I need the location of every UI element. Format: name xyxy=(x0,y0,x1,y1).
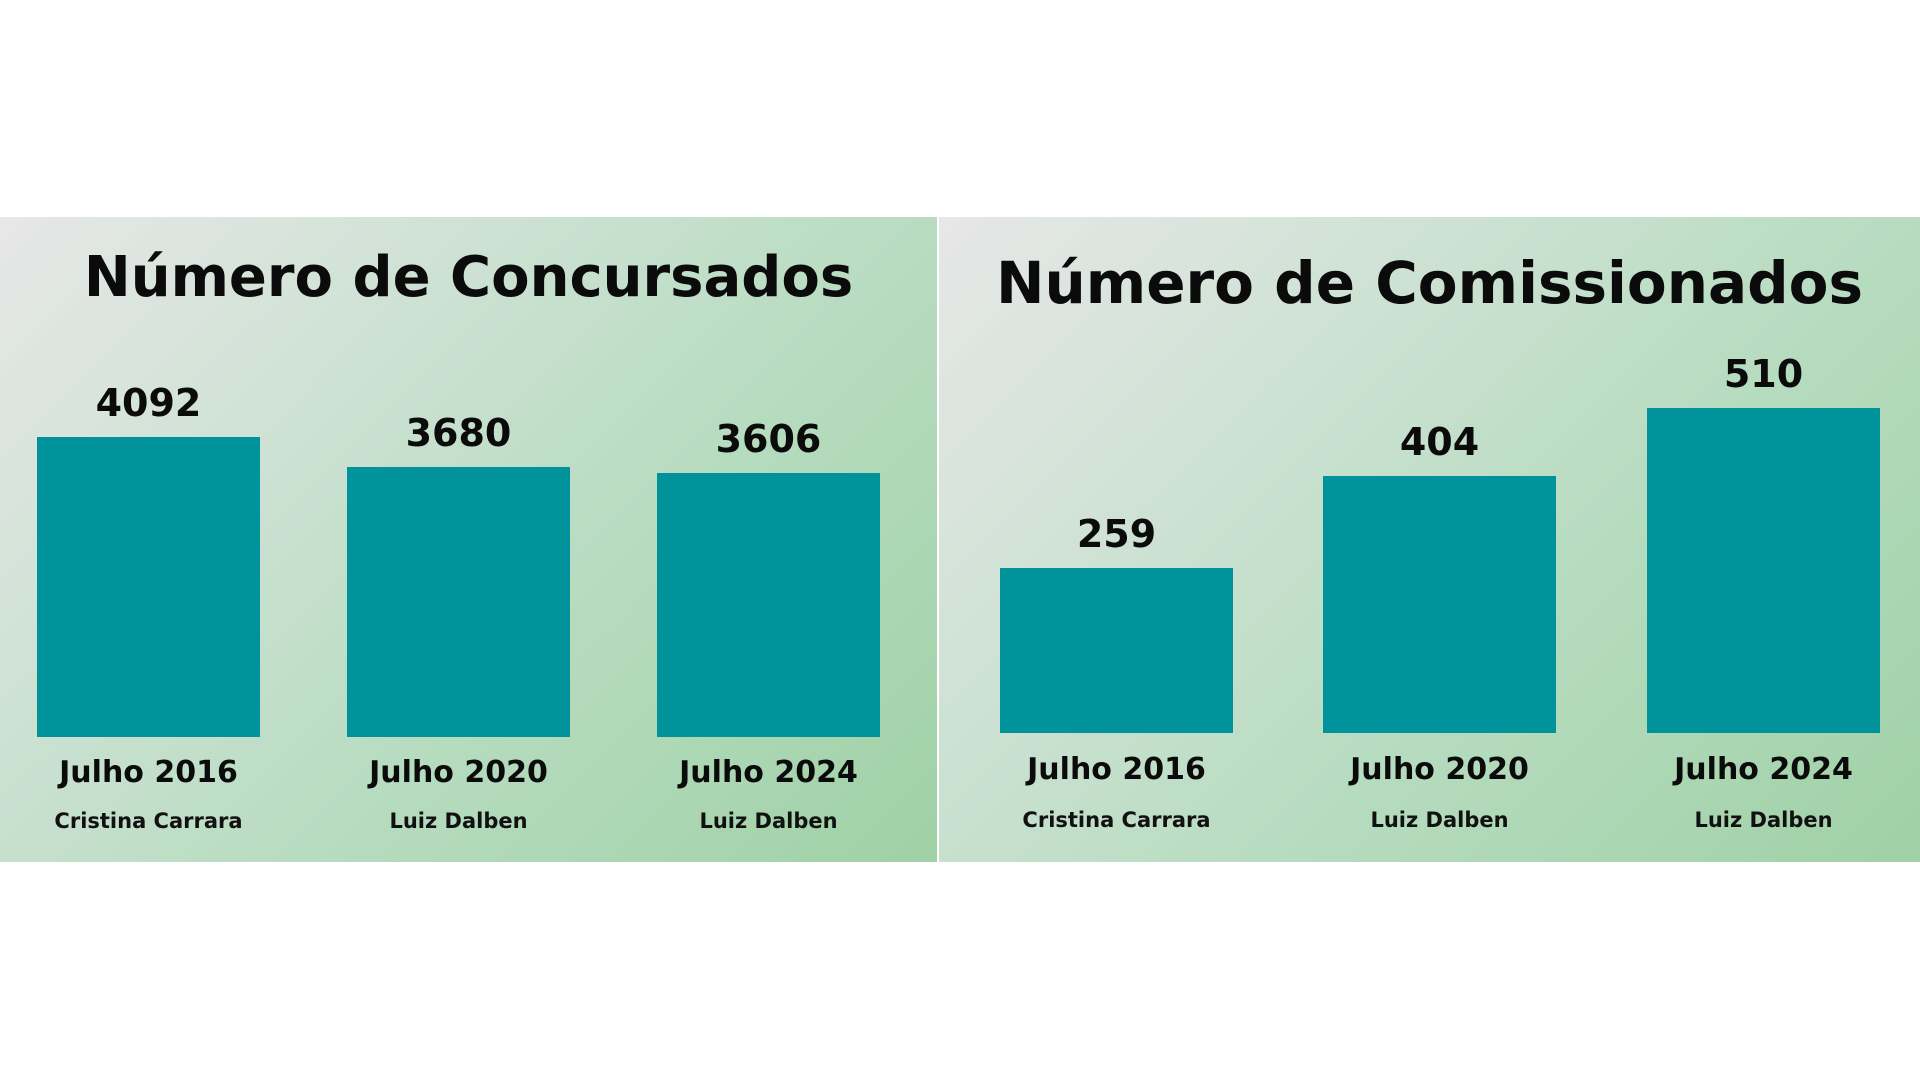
value-label-1: 259 xyxy=(1076,511,1157,556)
bar-1 xyxy=(1000,567,1233,733)
bar-3 xyxy=(657,472,880,737)
manager-label-2: Luiz Dalben xyxy=(1370,808,1509,832)
manager-label-3: Luiz Dalben xyxy=(1694,808,1833,832)
value-label-3: 3606 xyxy=(715,416,822,461)
category-label-1: Julho 2016 xyxy=(1027,752,1206,787)
value-label-1: 4092 xyxy=(95,381,202,425)
category-label-2: Julho 2020 xyxy=(1350,752,1529,787)
chart-title: Número de Comissionados xyxy=(995,249,1864,317)
bar-2 xyxy=(1323,475,1556,733)
chart-title: Número de Concursados xyxy=(83,245,854,310)
category-label-2: Julho 2020 xyxy=(369,755,548,790)
chart-panel-comissionados: Número de Comissionados 259 Julho 2016 Cri… xyxy=(939,217,1920,862)
value-label-2: 3680 xyxy=(405,411,512,456)
bar-2 xyxy=(347,467,570,737)
manager-label-2: Luiz Dalben xyxy=(389,809,528,833)
category-label-3: Julho 2024 xyxy=(679,755,858,790)
category-label-3: Julho 2024 xyxy=(1674,752,1853,787)
manager-label-1: Cristina Carrara xyxy=(54,809,243,833)
bar-1 xyxy=(37,437,260,737)
value-label-2: 404 xyxy=(1399,419,1480,464)
value-label-3: 510 xyxy=(1723,352,1804,396)
bar-3 xyxy=(1647,408,1880,733)
manager-label-1: Cristina Carrara xyxy=(1022,808,1211,832)
manager-label-3: Luiz Dalben xyxy=(699,809,838,833)
chart-panel-concursados: Número de Concursados 4092 Julho 2016 Cris… xyxy=(0,217,937,862)
category-label-1: Julho 2016 xyxy=(59,755,238,790)
